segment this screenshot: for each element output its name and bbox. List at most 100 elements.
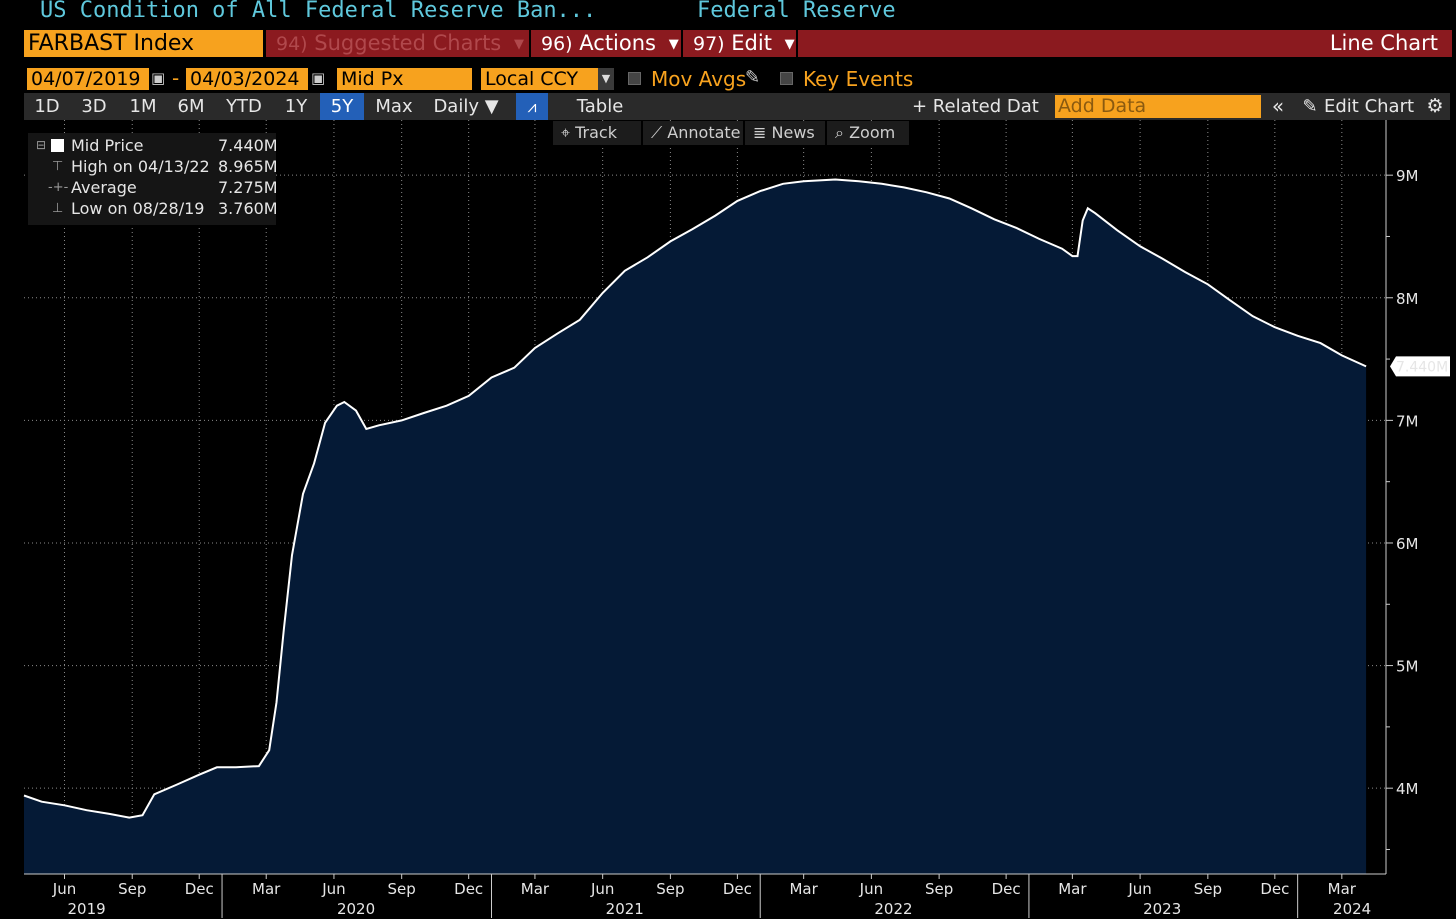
news-button[interactable]: ≣ News <box>745 121 825 145</box>
chevron-down-icon: ▼ <box>668 36 679 52</box>
annotate-label: Annotate <box>667 123 741 142</box>
x-month-label: Mar <box>1058 880 1087 898</box>
chart-line-icon[interactable]: ⩘ <box>516 93 548 120</box>
collapse-icon[interactable]: ⊟ <box>36 138 47 152</box>
pencil-icon[interactable]: ✎ <box>1302 96 1318 117</box>
range-ytd-button[interactable]: YTD <box>226 96 262 117</box>
suggested-charts-label: Suggested Charts <box>314 31 502 55</box>
range-1d-button[interactable]: 1D <box>34 96 60 117</box>
high-marker-icon: ⊤ <box>52 159 64 174</box>
range-max-button[interactable]: Max <box>375 96 413 117</box>
legend-row-mid[interactable]: ⊟ Mid Price 7.440M <box>28 135 278 156</box>
currency-select[interactable]: Local CCY <box>481 68 599 90</box>
range-6m-button[interactable]: 6M <box>177 96 205 117</box>
x-month-label: Sep <box>1194 880 1222 898</box>
actions-button[interactable]: 96) Actions ▼ <box>531 30 681 57</box>
range-1m-button[interactable]: 1M <box>129 96 157 117</box>
x-month-label: Jun <box>1127 880 1151 898</box>
x-year-label: 2023 <box>1143 900 1181 918</box>
chevron-down-icon: ▼ <box>513 36 524 52</box>
x-year-label: 2022 <box>874 900 912 918</box>
table-button[interactable]: Table <box>576 96 624 117</box>
x-month-label: Jun <box>321 880 345 898</box>
legend-low-value: 3.760M <box>218 199 278 218</box>
y-tick-label: 7M <box>1396 412 1419 430</box>
annotate-icon: ⟋ <box>651 123 663 142</box>
x-month-label: Sep <box>925 880 953 898</box>
end-date-input[interactable]: 04/03/2024 <box>186 68 308 90</box>
x-month-label: Mar <box>1328 880 1357 898</box>
x-year-label: 2019 <box>67 900 105 918</box>
edit-chart-button[interactable]: Edit Chart <box>1324 96 1415 117</box>
range-3d-button[interactable]: 3D <box>81 96 107 117</box>
x-month-label: Sep <box>118 880 146 898</box>
x-month-label: Jun <box>590 880 614 898</box>
calendar-icon[interactable]: ▣ <box>151 69 166 87</box>
x-month-label: Dec <box>1260 880 1289 898</box>
key-events-checkbox[interactable] <box>780 72 793 85</box>
legend-low-label: Low on 08/28/19 <box>71 199 205 218</box>
x-month-label: Mar <box>252 880 281 898</box>
range-1y-button[interactable]: 1Y <box>284 96 308 117</box>
x-month-label: Mar <box>789 880 818 898</box>
x-month-label: Jun <box>859 880 883 898</box>
last-price-tag: 7.440M <box>1390 356 1450 377</box>
chart-type-label: Line Chart <box>798 30 1452 57</box>
legend-mid-label: Mid Price <box>71 136 144 155</box>
zoom-label: Zoom <box>849 123 896 142</box>
frequency-select[interactable]: Daily ▼ <box>433 96 499 117</box>
y-tick-label: 9M <box>1396 167 1419 185</box>
actions-key: 96) <box>541 33 573 55</box>
range-5y-button[interactable]: 5Y <box>320 93 364 120</box>
data-source: Federal Reserve <box>697 0 896 23</box>
x-month-label: Jun <box>52 880 76 898</box>
search-icon: ⌕ <box>835 123 844 142</box>
y-tick-label: 8M <box>1396 290 1419 308</box>
zoom-button[interactable]: ⌕ Zoom <box>827 121 909 145</box>
y-tick-label: 6M <box>1396 535 1419 553</box>
ticker-field[interactable]: FARBAST Index <box>24 30 263 57</box>
chevron-down-icon: ▼ <box>784 36 795 52</box>
legend-high-label: High on 04/13/22 <box>71 157 210 176</box>
price-line <box>23 178 1367 819</box>
news-label: News <box>771 123 815 142</box>
double-chevron-left-icon[interactable]: « <box>1271 94 1285 118</box>
mov-avgs-label: Mov Avgs <box>651 67 747 91</box>
chevron-down-icon[interactable]: ▼ <box>598 68 614 90</box>
mov-avgs-checkbox[interactable] <box>628 72 641 85</box>
crosshair-icon: ⌖ <box>561 123 571 142</box>
pencil-icon[interactable]: ✎ <box>745 67 761 88</box>
y-tick-label: 5M <box>1396 658 1419 676</box>
legend-high-value: 8.965M <box>218 157 278 176</box>
last-price-label: 7.440M <box>1396 359 1448 375</box>
legend-mid-value: 7.440M <box>218 136 278 155</box>
edit-label: Edit <box>731 31 772 55</box>
x-year-label: 2024 <box>1333 900 1371 918</box>
gear-icon[interactable]: ⚙ <box>1426 95 1444 117</box>
key-events-label: Key Events <box>803 67 914 91</box>
x-month-label: Sep <box>388 880 416 898</box>
suggested-charts-button[interactable]: 94) Suggested Charts ▼ <box>266 30 529 57</box>
x-year-label: 2020 <box>337 900 375 918</box>
x-month-label: Mar <box>521 880 550 898</box>
edit-key: 97) <box>693 33 725 55</box>
start-date-input[interactable]: 04/07/2019 <box>27 68 149 90</box>
x-month-label: Dec <box>992 880 1021 898</box>
legend-average-value: 7.275M <box>218 178 278 197</box>
series-color-swatch <box>51 139 64 152</box>
suggested-charts-key: 94) <box>276 33 308 55</box>
calendar-icon[interactable]: ▣ <box>311 69 326 87</box>
add-data-input[interactable]: Add Data <box>1055 95 1261 118</box>
annotate-button[interactable]: ⟋ Annotate <box>643 121 743 145</box>
price-type-select[interactable]: Mid Px <box>337 68 472 90</box>
x-axis: Jun Sep Dec Mar Jun Sep Dec Mar Jun Sep Dec Mar Jun S… <box>24 873 1386 918</box>
x-month-label: Dec <box>185 880 214 898</box>
track-button[interactable]: ⌖ Track <box>553 121 641 145</box>
average-marker-icon: -+- <box>48 180 69 195</box>
news-icon: ≣ <box>753 123 767 142</box>
related-data-button[interactable]: + Related Dat <box>912 96 1039 117</box>
x-month-label: Dec <box>454 880 483 898</box>
x-year-label: 2021 <box>606 900 644 918</box>
edit-button[interactable]: 97) Edit ▼ <box>683 30 796 57</box>
